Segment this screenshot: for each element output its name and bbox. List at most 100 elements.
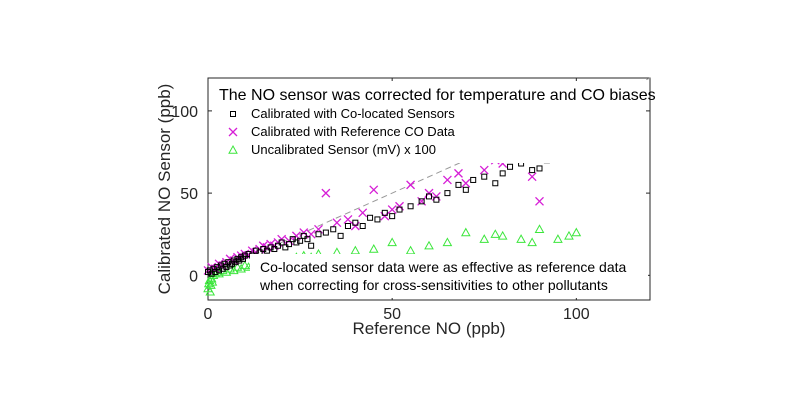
y-axis-label: Calibrated NO Sensor (ppb) <box>155 84 174 295</box>
series-0-point-15 <box>232 259 239 266</box>
series-2-point-45 <box>527 237 537 247</box>
legend-marker-1 <box>228 127 238 137</box>
series-0-point-0 <box>205 269 211 276</box>
series-0-point-13 <box>228 260 235 267</box>
series-1-point-39 <box>442 175 452 185</box>
series-0-point-16 <box>234 255 241 262</box>
axis-ticks: 0 50 100 0 50 100 <box>171 78 650 323</box>
series-0-point-23 <box>252 247 259 254</box>
series-0-point-48 <box>381 209 388 216</box>
series-0-point-21 <box>245 250 252 257</box>
series-0-point-40 <box>322 229 329 236</box>
series-0-point-59 <box>481 173 488 180</box>
series-0-point-49 <box>389 213 396 220</box>
series-0-point-50 <box>396 206 403 213</box>
series-0-point-60 <box>492 180 499 187</box>
series-1-point-35 <box>406 180 416 190</box>
series-0-point-53 <box>426 193 432 200</box>
series-0-point-37 <box>304 236 311 243</box>
x-tick-label-50: 50 <box>383 306 401 323</box>
series-1-point-49 <box>535 196 544 206</box>
series-2-point-39 <box>442 237 453 247</box>
series-1-point-30 <box>358 208 368 218</box>
series-0-point-61 <box>499 170 506 177</box>
series-2-point-34 <box>350 245 361 255</box>
series-0-point-19 <box>239 255 246 262</box>
series-0-point-45 <box>359 223 366 229</box>
series-0-point-58 <box>470 176 477 183</box>
series-0-point-41 <box>330 226 337 233</box>
series-0-point-27 <box>267 244 274 251</box>
series-2-point-41 <box>479 234 490 243</box>
x-tick-label-0: 0 <box>204 306 213 323</box>
series-0-point-64 <box>529 167 536 174</box>
series-1-point-31 <box>369 185 379 195</box>
series-0-point-43 <box>344 223 351 229</box>
series-0-point-1 <box>206 267 213 274</box>
y-tick-label-100: 100 <box>171 104 198 121</box>
series-0-point-57 <box>462 186 469 193</box>
series-2-point-36 <box>387 237 398 247</box>
series-1-point-28 <box>343 214 353 224</box>
series-1-point-43 <box>479 165 489 175</box>
series-1-point-40 <box>454 168 463 178</box>
series-0-point-36 <box>300 232 307 239</box>
series-2-point-3 <box>205 286 216 296</box>
legend-marker-0 <box>230 111 236 117</box>
series-1-point-48 <box>527 172 537 182</box>
series-2-point-38 <box>424 240 434 250</box>
series-0-point-18 <box>238 254 245 261</box>
series-0-point-62 <box>507 163 514 170</box>
y-tick-label-50: 50 <box>180 186 198 203</box>
series-2-point-40 <box>460 227 471 237</box>
series-0-point-46 <box>367 214 374 221</box>
series-0-point-9 <box>221 260 228 267</box>
y-tick-label-0: 0 <box>189 268 198 285</box>
series-2-point-43 <box>497 230 508 240</box>
series-0-point-11 <box>225 259 232 266</box>
series-1-point-26 <box>321 188 331 198</box>
series-1-point-27 <box>332 218 342 228</box>
series-0-point-3 <box>210 265 217 272</box>
legend: Calibrated with Co-located Sensors Calibr… <box>228 106 456 157</box>
series-0-point-44 <box>352 219 359 226</box>
series-0-point-26 <box>263 247 270 254</box>
series-1-point-41 <box>461 178 471 188</box>
series-0-point-17 <box>236 257 243 264</box>
annotation-line-1: Co-located sensor data were as effective… <box>260 259 626 275</box>
x-tick-label-100: 100 <box>563 306 590 323</box>
series-0-point-55 <box>444 190 451 197</box>
series-2-point-48 <box>564 230 574 240</box>
series-0-point-42 <box>337 232 344 239</box>
legend-box <box>212 81 646 163</box>
series-0-point-51 <box>407 203 414 210</box>
series-0-point-33 <box>289 236 296 243</box>
series-2-point-17 <box>239 260 250 270</box>
legend-label-1: Calibrated with Reference CO Data <box>251 124 456 139</box>
series-0-point-56 <box>455 181 462 188</box>
series-2-point-35 <box>368 243 379 253</box>
series-2-point-44 <box>516 234 526 243</box>
series-0-point-25 <box>260 246 267 253</box>
series-2-point-42 <box>490 229 501 238</box>
series-1-point-33 <box>387 205 397 215</box>
series-0-point-31 <box>282 244 289 251</box>
series-2-point-47 <box>553 234 563 243</box>
annotation-line-2: when correcting for cross-sensitivities … <box>259 277 608 293</box>
series-0-point-47 <box>374 216 381 223</box>
series-0-point-52 <box>418 198 425 205</box>
series-2-point-49 <box>571 227 582 237</box>
legend-label-2: Uncalibrated Sensor (mV) x 100 <box>251 142 436 157</box>
series-0-point-39 <box>315 231 322 238</box>
annotation-box <box>250 254 648 298</box>
series-2-point-6 <box>207 276 218 286</box>
series-0-point-12 <box>227 262 234 269</box>
series-0-point-5 <box>214 264 221 271</box>
series-0-point-30 <box>278 239 285 246</box>
series-2-point-46 <box>534 224 545 233</box>
legend-marker-2 <box>228 144 238 154</box>
series-0-point-20 <box>241 252 248 259</box>
legend-label-0: Calibrated with Co-located Sensors <box>251 106 455 121</box>
series-0-point-14 <box>230 257 237 264</box>
